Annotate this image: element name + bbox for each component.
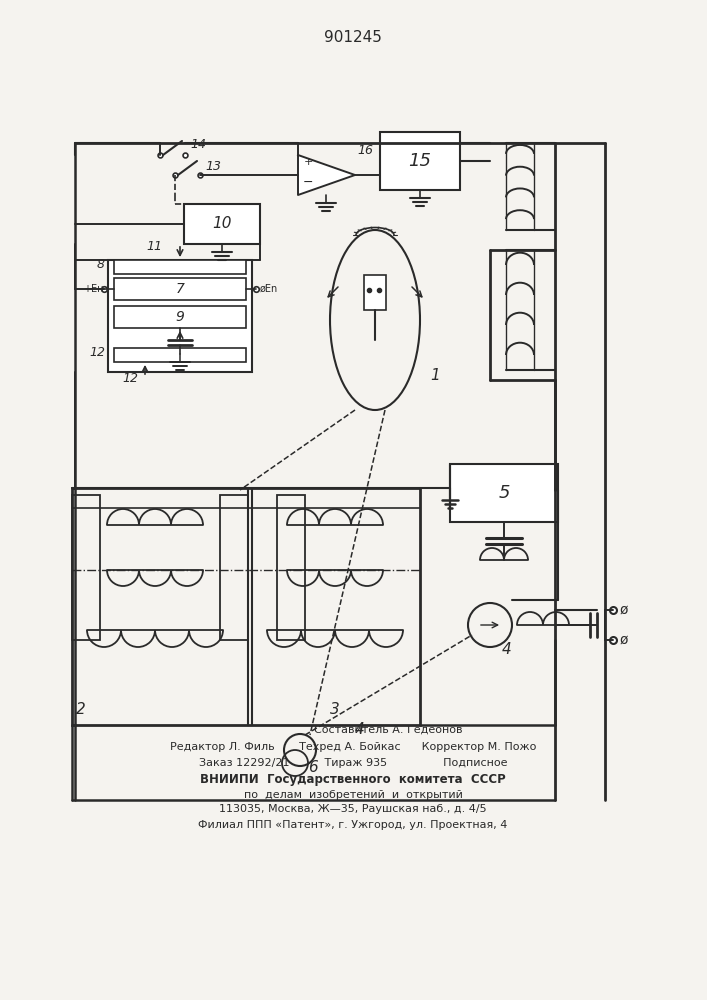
Text: ø: ø xyxy=(620,633,629,647)
Text: 10: 10 xyxy=(212,217,232,232)
Text: Филиал ППП «Патент», г. Ужгород, ул. Проектная, 4: Филиал ППП «Патент», г. Ужгород, ул. Про… xyxy=(198,820,508,830)
Text: 8: 8 xyxy=(97,258,105,271)
Text: Заказ 12292/21          Тираж 935                Подписное: Заказ 12292/21 Тираж 935 Подписное xyxy=(199,758,507,768)
Text: Составитель А. Гедеонов: Составитель А. Гедеонов xyxy=(244,725,462,735)
Text: 5: 5 xyxy=(498,484,510,502)
Text: ø: ø xyxy=(620,603,629,617)
Text: 901245: 901245 xyxy=(324,29,382,44)
Polygon shape xyxy=(298,155,355,195)
Text: 3: 3 xyxy=(330,702,340,717)
Text: 113035, Москва, Ж—35, Раушская наб., д. 4/5: 113035, Москва, Ж—35, Раушская наб., д. … xyxy=(219,804,487,814)
Bar xyxy=(380,132,460,190)
Bar xyxy=(277,495,305,640)
Text: −: − xyxy=(303,176,313,188)
Bar xyxy=(72,495,100,640)
Text: 4: 4 xyxy=(355,722,365,738)
Text: 7: 7 xyxy=(175,282,185,296)
Text: 12: 12 xyxy=(122,371,138,384)
Bar xyxy=(364,275,386,310)
Bar xyxy=(108,260,252,372)
Text: по  делам  изобретений  и  открытий: по делам изобретений и открытий xyxy=(244,790,462,800)
Bar xyxy=(114,260,246,274)
Bar xyxy=(114,306,246,328)
Text: ВНИИПИ  Государственного  комитета  СССР: ВНИИПИ Государственного комитета СССР xyxy=(200,772,506,786)
Bar xyxy=(184,204,260,244)
Bar xyxy=(72,488,420,725)
Text: 11: 11 xyxy=(146,239,162,252)
Text: 12: 12 xyxy=(89,347,105,360)
Text: 13: 13 xyxy=(205,160,221,174)
Text: +Ен: +Ен xyxy=(83,284,104,294)
Bar xyxy=(450,464,558,522)
Text: øEn: øEn xyxy=(260,284,279,294)
Bar xyxy=(114,278,246,300)
Text: 9: 9 xyxy=(175,310,185,324)
Text: 15: 15 xyxy=(409,152,431,170)
Text: 1: 1 xyxy=(430,367,440,382)
Text: Редактор Л. Филь       Техред А. Бойкас      Корректор М. Пожо: Редактор Л. Филь Техред А. Бойкас Коррек… xyxy=(170,742,536,752)
Text: 14: 14 xyxy=(190,138,206,151)
Text: 16: 16 xyxy=(357,144,373,157)
Bar xyxy=(220,495,248,640)
Bar xyxy=(114,348,246,362)
Text: 4: 4 xyxy=(502,643,512,658)
Text: +: + xyxy=(303,157,312,167)
Text: 2: 2 xyxy=(76,702,86,717)
Text: 6: 6 xyxy=(308,760,317,776)
